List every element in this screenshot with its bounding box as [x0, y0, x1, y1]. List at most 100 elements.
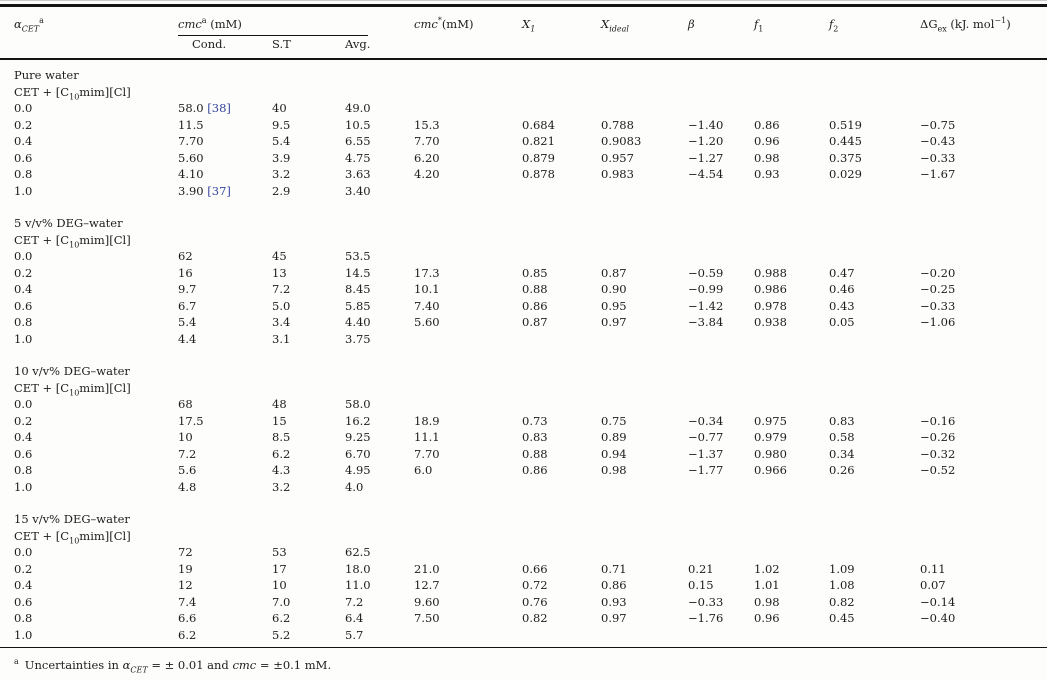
cell-dgex: [920, 100, 1047, 117]
cell-f2: 0.029: [829, 167, 862, 181]
cell-avg: 4.40: [345, 315, 371, 329]
cell-alpha: 0.6: [14, 446, 33, 461]
cell-f1: 0.96: [754, 134, 780, 148]
table-row: 0.6 7.4 7.0 7.2 9.60 0.76 0.93 −0.33 0.98 0.82 −0.…: [0, 594, 1047, 611]
cell-f1: [754, 183, 829, 200]
cell-alpha: 0.0: [14, 249, 33, 263]
cell-avg: 3.75: [345, 331, 371, 346]
cell-beta: 0.21: [688, 561, 714, 576]
cell-x1: 0.82: [522, 611, 548, 625]
cell-st: 7.2: [272, 282, 291, 296]
section-system-row: CET + [C10mim][Cl]: [0, 232, 1047, 249]
cell-x1: [522, 331, 601, 348]
section-system: CET + [C10mim][Cl]: [14, 528, 131, 545]
citation-link[interactable]: [38]: [207, 101, 231, 115]
cell-dgex: [920, 479, 1047, 496]
cell-st: 48: [272, 397, 287, 411]
footnote-marker: a: [14, 657, 19, 666]
cell-xideal: 0.71: [601, 561, 627, 576]
cell-cmc_star: 4.20: [414, 167, 440, 181]
cell-avg: 3.40: [345, 183, 371, 198]
table-row: 0.8 5.4 3.4 4.40 5.60 0.87 0.97 −3.84 0.938 0.05 −…: [0, 314, 1047, 331]
cell-f1: [754, 396, 829, 413]
cell-x1: 0.879: [522, 150, 555, 165]
cell-alpha: 0.6: [14, 150, 33, 165]
cell-cond: 62: [178, 249, 193, 263]
cell-avg: 5.7: [345, 627, 364, 642]
table-row: 0.2 16 13 14.5 17.3 0.85 0.87 −0.59 0.988 0.47 −0.…: [0, 265, 1047, 282]
cell-cond: 5.4: [178, 315, 197, 329]
cell-beta: −1.37: [688, 446, 724, 461]
cell-dgex: [920, 396, 1047, 413]
cell-cmc_star: [414, 183, 522, 200]
cell-f1: 0.986: [754, 282, 787, 296]
cell-dgex: −0.20: [920, 265, 956, 280]
table-row: 0.2 11.5 9.5 10.5 15.3 0.684 0.788 −1.40 0.86 0.5…: [0, 117, 1047, 134]
cell-x1: [522, 627, 601, 644]
table-row: 0.4 12 10 11.0 12.7 0.72 0.86 0.15 1.01 1.08 0.07: [0, 577, 1047, 594]
cell-beta: −1.42: [688, 298, 724, 313]
cell-beta: [688, 183, 754, 200]
section-spacer: [0, 495, 1047, 511]
cell-x1: 0.86: [522, 463, 548, 477]
cell-xideal: [601, 544, 688, 561]
cell-alpha: 0.2: [14, 117, 33, 132]
citation-link[interactable]: [37]: [207, 183, 231, 198]
section-spacer: [0, 347, 1047, 363]
col-header-st: S.T: [272, 36, 291, 51]
cell-f2: 0.445: [829, 134, 862, 148]
cell-f1: 1.02: [754, 561, 780, 576]
cell-alpha: 0.2: [14, 561, 33, 576]
cell-cond: 72: [178, 545, 193, 559]
cell-x1: 0.878: [522, 167, 555, 181]
section-title: 10 v/v% DEG–water: [14, 364, 130, 378]
cell-f1: [754, 627, 829, 644]
table-row: 1.0 4.4 3.1 3.75: [0, 331, 1047, 348]
cell-x1: [522, 248, 601, 265]
cell-xideal: [601, 331, 688, 348]
table-row: 1.0 3.90 [37] 2.9 3.40: [0, 183, 1047, 200]
cell-xideal: 0.87: [601, 265, 627, 280]
cell-dgex: −0.25: [920, 282, 956, 296]
cell-st: 9.5: [272, 117, 291, 132]
cell-cmc_star: [414, 396, 522, 413]
cell-alpha: 1.0: [14, 183, 33, 198]
cell-beta: −4.54: [688, 167, 724, 181]
col-header-avg: Avg.: [345, 36, 371, 51]
cell-st: 4.3: [272, 463, 291, 477]
cell-alpha: 0.4: [14, 578, 33, 592]
cell-x1: 0.85: [522, 265, 548, 280]
cell-dgex: [920, 627, 1047, 644]
cell-cmc_star: 7.70: [414, 134, 440, 148]
cell-dgex: 0.11: [920, 561, 946, 576]
table-footnote: a Uncertainties in αCET = ± 0.01 and cmc …: [0, 647, 1047, 675]
cell-xideal: [601, 183, 688, 200]
cell-f2: 1.08: [829, 578, 855, 592]
cell-cond: 17.5: [178, 413, 204, 428]
cell-avg: 49.0: [345, 101, 371, 115]
cell-avg: 8.45: [345, 282, 371, 296]
cell-xideal: 0.89: [601, 430, 627, 444]
footnote-text: Uncertainties in αCET = ± 0.01 and cmc =…: [24, 657, 332, 675]
table-row: 0.2 17.5 15 16.2 18.9 0.73 0.75 −0.34 0.975 0.83 −…: [0, 413, 1047, 430]
cell-st: 2.9: [272, 183, 291, 198]
cell-cmc_star: 7.70: [414, 446, 440, 461]
cell-x1: [522, 100, 601, 117]
section-system: CET + [C10mim][Cl]: [14, 380, 131, 397]
cell-xideal: 0.97: [601, 611, 627, 625]
cell-avg: 4.0: [345, 479, 364, 494]
cell-f1: [754, 479, 829, 496]
cell-x1: [522, 544, 601, 561]
top-rule-thin: [0, 0, 1047, 1]
cell-cond: 3.90 [37]: [178, 183, 231, 198]
cell-f2: 0.47: [829, 265, 855, 280]
cell-st: 5.4: [272, 134, 291, 148]
cell-beta: −1.40: [688, 117, 724, 132]
cell-st: 13: [272, 265, 287, 280]
table-header: αCETa cmca (mM) cmc*(mM) X1 Xideal β f1 …: [0, 7, 1047, 59]
cell-beta: [688, 331, 754, 348]
cell-cond: 7.70: [178, 134, 204, 148]
cell-f2: 0.83: [829, 413, 855, 428]
cell-alpha: 0.8: [14, 463, 33, 477]
